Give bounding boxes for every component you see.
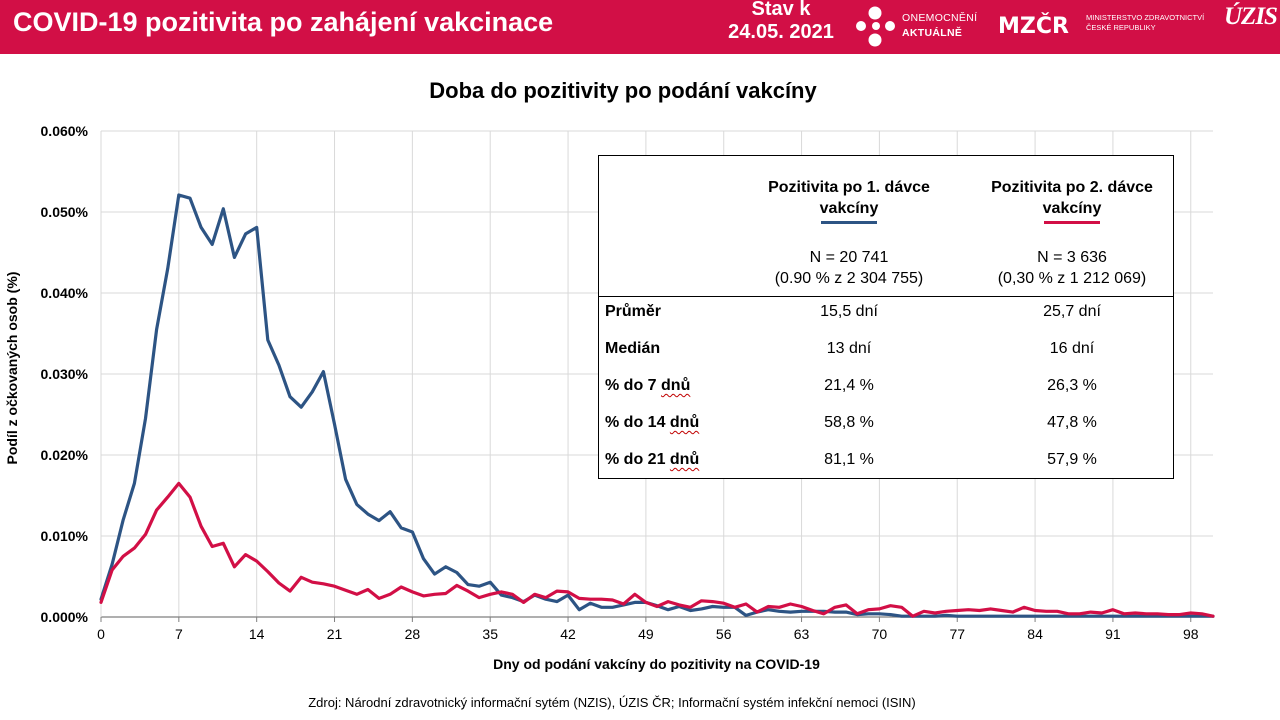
row-label-part: % do 14 xyxy=(605,414,670,431)
stats-row-14-days: % do 14 dnů 58,8 % 47,8 % xyxy=(599,414,1173,438)
row-value-1: 15,5 dní xyxy=(820,303,878,320)
status-label: Stav k xyxy=(751,0,811,20)
x-tick-label: 84 xyxy=(1027,626,1043,642)
col1-header: Pozitivita po 1. dávce vakcíny xyxy=(749,177,949,224)
ministry-name: MINISTERSTVO ZDRAVOTNICTVÍ ČESKÉ REPUBLI… xyxy=(1086,13,1204,33)
x-tick-label: 0 xyxy=(97,626,105,642)
col1-count: N = 20 741 (0.90 % z 2 304 755) xyxy=(749,247,949,289)
stats-row-7-days: % do 7 dnů 21,4 % 26,3 % xyxy=(599,377,1173,401)
status-date: Stav k 24.05. 2021 xyxy=(722,0,840,44)
chart-title: Doba do pozitivity po podání vakcíny xyxy=(429,78,817,103)
row-label-part: dnů xyxy=(661,377,691,394)
stats-table-header: Pozitivita po 1. dávce vakcíny Pozitivit… xyxy=(599,156,1173,297)
col1-header-text: Pozitivita po 1. dávce vakcíny xyxy=(768,179,930,217)
col2-share: (0,30 % z 1 212 069) xyxy=(997,270,1147,287)
y-tick-label: 0.020% xyxy=(41,447,89,463)
y-tick-label: 0.030% xyxy=(41,366,89,382)
x-tick-label: 28 xyxy=(405,626,421,642)
page-title: COVID-19 pozitivita po zahájení vakcinac… xyxy=(13,7,554,37)
y-tick-label: 0.010% xyxy=(41,528,89,544)
row-value-1: 21,4 % xyxy=(824,377,874,394)
series2-legend-line xyxy=(1044,221,1100,224)
stats-row-median: Medián 13 dní 16 dní xyxy=(599,340,1173,364)
y-tick-label: 0.040% xyxy=(41,285,89,301)
chart-tick-labels: 0.000% 0.010% 0.020% 0.030% 0.040% 0.050% 0.06… xyxy=(41,123,1199,642)
row-value-2: 57,9 % xyxy=(1047,451,1097,468)
ministry-line1: MINISTERSTVO ZDRAVOTNICTVÍ xyxy=(1086,13,1205,22)
logo-oa-line1: ONEMOCNĚNÍ xyxy=(902,12,978,24)
row-label-part: dnů xyxy=(669,414,700,431)
y-axis-label: Podíl z očkovaných osob (%) xyxy=(4,271,20,465)
stats-row-21-days: % do 21 dnů 81,1 % 57,9 % xyxy=(599,451,1173,475)
col2-n: N = 3 636 xyxy=(1037,249,1107,266)
stats-table: Pozitivita po 1. dávce vakcíny Pozitivit… xyxy=(598,155,1174,479)
row-label: Průměr xyxy=(605,303,662,320)
row-value-1: 81,1 % xyxy=(824,451,874,468)
onemocneni-aktualne-logo: ONEMOCNĚNÍ AKTUÁLNĚ xyxy=(850,4,990,48)
y-tick-label: 0.000% xyxy=(41,609,89,625)
x-tick-label: 7 xyxy=(175,626,183,642)
row-value-2: 26,3 % xyxy=(1047,377,1097,394)
row-label-part: dnů xyxy=(669,451,700,468)
source-note: Zdroj: Národní zdravotnický informační s… xyxy=(308,695,916,710)
row-label-part: % do 21 xyxy=(605,451,670,468)
stats-row-prumer: Průměr 15,5 dní 25,7 dní xyxy=(599,303,1173,327)
logo-oa-line2: AKTUÁLNĚ xyxy=(902,27,963,39)
x-tick-label: 42 xyxy=(560,626,576,642)
row-label: Medián xyxy=(605,340,661,357)
x-axis-label: Dny od podání vakcíny do pozitivity na C… xyxy=(493,656,820,672)
header-bar: COVID-19 pozitivita po zahájení vakcinac… xyxy=(0,0,1280,54)
y-tick-label: 0.050% xyxy=(41,204,89,220)
col1-n: N = 20 741 xyxy=(809,249,889,266)
row-value-2: 25,7 dní xyxy=(1043,303,1101,320)
row-value-2: 47,8 % xyxy=(1047,414,1097,431)
onemocneni-aktualne-text: ONEMOCNĚNÍ AKTUÁLNĚ xyxy=(902,11,977,41)
x-tick-label: 21 xyxy=(327,626,343,642)
row-label: % do 14 dnů xyxy=(605,414,699,432)
row-value-2: 16 dní xyxy=(1049,340,1095,357)
col2-header: Pozitivita po 2. dávce vakcíny xyxy=(972,177,1172,224)
row-value-1: 58,8 % xyxy=(824,414,874,431)
ministry-line2: ČESKÉ REPUBLIKY xyxy=(1086,23,1156,32)
col2-count: N = 3 636 (0,30 % z 1 212 069) xyxy=(972,247,1172,289)
ministry-logo: MZČR MINISTERSTVO ZDRAVOTNICTVÍ ČESKÉ RE… xyxy=(996,10,1216,40)
y-tick-label: 0.060% xyxy=(41,123,89,139)
row-label-part: % do 7 xyxy=(605,377,662,394)
x-tick-label: 98 xyxy=(1183,626,1199,642)
ministry-mark-text: MZČR xyxy=(998,13,1069,39)
x-tick-label: 63 xyxy=(794,626,810,642)
series-line-2 xyxy=(99,481,1215,618)
status-date-value: 24.05. 2021 xyxy=(728,21,834,43)
row-label: % do 21 dnů xyxy=(605,451,699,469)
x-tick-label: 49 xyxy=(638,626,654,642)
row-label: % do 7 dnů xyxy=(605,377,690,395)
chart-series xyxy=(99,193,1215,618)
x-tick-label: 14 xyxy=(249,626,265,642)
col2-header-text: Pozitivita po 2. dávce vakcíny xyxy=(991,179,1153,217)
col1-share: (0.90 % z 2 304 755) xyxy=(774,270,924,287)
x-tick-label: 56 xyxy=(716,626,732,642)
x-tick-label: 35 xyxy=(482,626,498,642)
row-value-1: 13 dní xyxy=(826,340,872,357)
uzis-logo: ÚZIS xyxy=(1224,3,1278,30)
ministry-mark-icon: MZČR xyxy=(998,13,1069,39)
series1-legend-line xyxy=(821,221,877,224)
x-tick-label: 91 xyxy=(1105,626,1121,642)
x-tick-label: 77 xyxy=(949,626,965,642)
x-tick-label: 70 xyxy=(872,626,888,642)
dots-logo-icon xyxy=(856,6,895,47)
